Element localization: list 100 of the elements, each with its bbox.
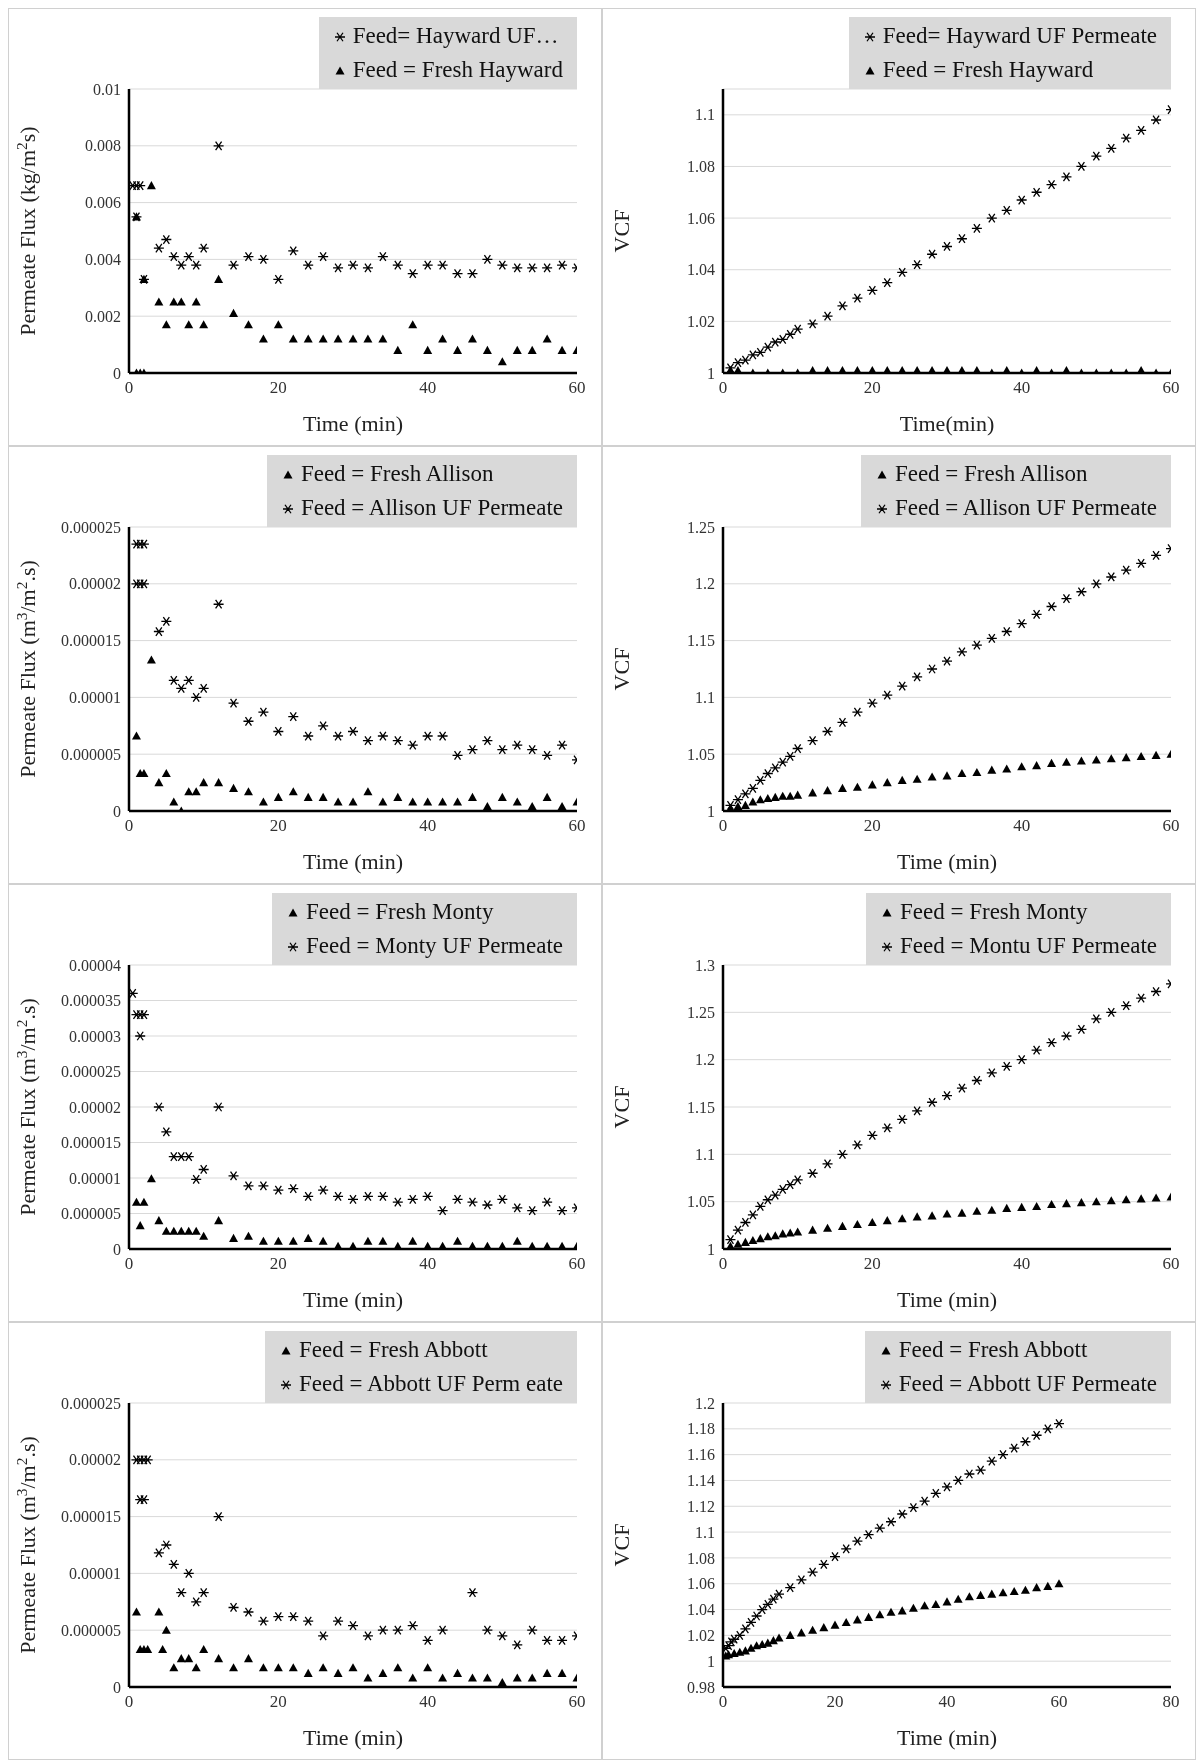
point — [497, 792, 507, 801]
point — [198, 683, 210, 694]
point — [303, 334, 313, 343]
point — [481, 735, 494, 746]
point — [422, 260, 434, 270]
point — [287, 245, 299, 256]
x-tick-label: 20 — [826, 1692, 844, 1712]
point — [436, 1205, 449, 1216]
point — [1016, 1054, 1028, 1065]
point — [542, 334, 552, 343]
point — [363, 1673, 373, 1682]
point — [227, 260, 240, 270]
y-tick-label: 0 — [113, 1678, 121, 1696]
y-tick-label: 1.2 — [695, 1394, 715, 1412]
point — [911, 672, 923, 682]
point — [1019, 1436, 1032, 1447]
point — [541, 263, 553, 273]
point — [377, 1625, 389, 1636]
y-tick-label: 1 — [707, 802, 715, 820]
point — [986, 1068, 998, 1078]
point — [542, 792, 552, 801]
point — [735, 1647, 745, 1656]
point — [986, 633, 998, 644]
point — [956, 1083, 968, 1093]
point — [496, 1194, 508, 1205]
point — [214, 778, 224, 787]
point — [393, 1663, 403, 1672]
x-tick-label: 20 — [863, 1254, 881, 1274]
point — [303, 1668, 313, 1677]
point — [176, 1226, 186, 1235]
y-tick-label: 1.06 — [687, 209, 715, 227]
point — [198, 1164, 210, 1175]
point — [942, 1209, 952, 1218]
point — [191, 1663, 201, 1672]
point — [1076, 756, 1086, 765]
point — [333, 1241, 343, 1249]
point — [1135, 125, 1147, 136]
point — [747, 1210, 759, 1220]
point — [1090, 578, 1102, 589]
point — [557, 1241, 567, 1249]
point — [161, 1625, 171, 1634]
point — [748, 1235, 758, 1245]
point — [229, 1663, 239, 1672]
point — [302, 260, 314, 270]
point — [272, 1185, 284, 1195]
point — [214, 1654, 224, 1663]
point — [214, 1216, 224, 1225]
point — [748, 797, 758, 806]
point — [175, 683, 187, 694]
point — [497, 1677, 507, 1687]
point — [466, 744, 479, 755]
point — [1120, 133, 1132, 143]
point — [378, 797, 388, 806]
y-tick-label: 1.04 — [687, 1601, 715, 1619]
point — [897, 1214, 907, 1223]
x-tick-label: 60 — [568, 1254, 586, 1274]
y-tick-label: 0.00004 — [69, 956, 121, 974]
point — [422, 731, 434, 741]
point — [1105, 572, 1117, 582]
point — [851, 707, 864, 718]
point — [1060, 1031, 1073, 1041]
point — [1001, 1061, 1013, 1072]
y-tick-label: 1.04 — [687, 261, 715, 279]
point — [169, 1663, 179, 1672]
point — [1032, 1201, 1042, 1210]
point — [1020, 1585, 1030, 1594]
y-tick-label: 1.1 — [695, 689, 715, 707]
x-tick-label: 20 — [863, 816, 881, 836]
point — [926, 249, 938, 260]
point — [837, 783, 847, 792]
point — [527, 345, 537, 354]
y-tick-label: 0.000025 — [61, 518, 121, 536]
point — [348, 797, 358, 806]
point — [740, 1237, 750, 1246]
point — [318, 792, 328, 801]
point — [866, 1130, 878, 1141]
point — [1053, 1418, 1065, 1429]
point — [183, 1151, 195, 1162]
legend-label: Feed = Fresh Abbott — [298, 1336, 488, 1364]
point — [169, 297, 179, 306]
point — [1045, 601, 1058, 612]
point — [466, 1197, 479, 1208]
point — [482, 1673, 492, 1682]
point — [732, 1225, 744, 1235]
point — [556, 1205, 568, 1216]
point — [1043, 1581, 1053, 1590]
point — [453, 1236, 463, 1245]
point — [952, 1475, 964, 1486]
point — [154, 1216, 164, 1225]
point — [1030, 187, 1043, 198]
point — [168, 251, 180, 262]
point — [511, 1202, 523, 1213]
y-tick-label: 1.12 — [687, 1497, 715, 1515]
point — [1042, 1423, 1054, 1434]
point — [467, 1673, 477, 1682]
x-axis-title: Time(min) — [899, 411, 995, 436]
point — [541, 1197, 553, 1208]
point — [785, 1228, 795, 1237]
point — [733, 1239, 743, 1248]
point — [956, 233, 968, 244]
